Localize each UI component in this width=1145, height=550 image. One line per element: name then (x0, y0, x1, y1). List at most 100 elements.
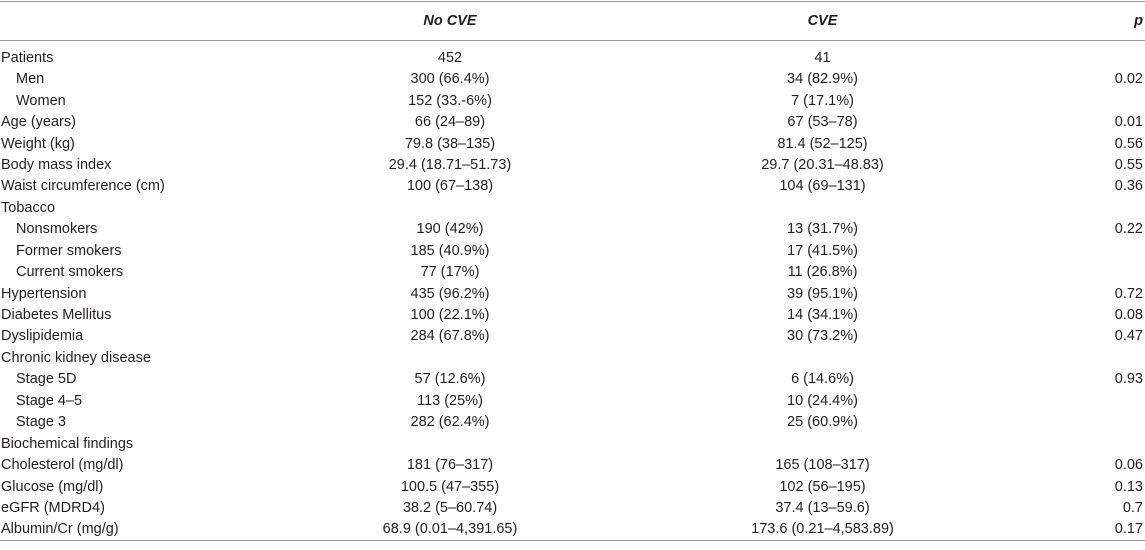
header-cell: No CVE (300, 1, 600, 41)
table-cell (600, 347, 1045, 368)
table-cell: 152 (33.-6%) (408, 92, 492, 109)
table-row: Albumin/Cr (mg/g) 68.9 (0.01–4,391.65) 173… (0, 518, 1145, 541)
table-cell: Stage 3 (16, 414, 66, 431)
table-cell: 100 (22.1%) (410, 307, 490, 324)
table-cell: 17 (41.5%) (787, 242, 858, 259)
table-cell (300, 347, 600, 368)
sub-row: Former smokers 185 (40.9%) 17 (41.5%) (0, 240, 1145, 261)
table-cell (300, 433, 600, 454)
table-row: Biochemical findings (0, 433, 1145, 454)
table-cell: 282 (62.4%) (410, 414, 490, 431)
table-cell (1045, 390, 1145, 411)
table-cell: 57 (12.6%) (414, 371, 486, 388)
table-cell: Body mass index (1, 156, 112, 173)
table-cell (1045, 90, 1145, 111)
table-cell: 0.93 (1114, 371, 1143, 388)
table-row: Dyslipidemia 284 (67.8%) 30 (73.2%) 0.47 (0, 326, 1145, 347)
table-cell (1045, 41, 1145, 69)
table-cell: 14 (34.1%) (787, 307, 858, 324)
table-cell: 0.55 (1114, 156, 1143, 173)
table-cell: Dyslipidemia (1, 328, 84, 345)
table-row: Waist circumference (cm) 100 (67–138) 104 … (0, 176, 1145, 197)
table-cell: Biochemical findings (1, 435, 134, 452)
table-cell: 68.9 (0.01–4,391.65) (300, 518, 600, 541)
table-cell: 29.7 (20.31–48.83) (761, 156, 884, 173)
table-cell: Men (16, 71, 45, 88)
table-row: eGFR (MDRD4) 38.2 (5–60.74) 37.4 (13–59.6)… (0, 497, 1145, 518)
table-cell: Hypertension (1, 285, 87, 302)
table-cell: Stage 5D (16, 371, 77, 388)
table-cell: Current smokers (16, 264, 124, 281)
table-cell: 41 (814, 49, 831, 66)
table-cell: 0.01 (1114, 114, 1143, 131)
table-cell: 29.4 (18.71–51.73) (388, 156, 512, 173)
table-cell (1045, 261, 1145, 282)
table-cell: 6 (14.6%) (791, 371, 854, 388)
table-cell: 104 (69–131) (779, 178, 866, 195)
table-body: Patients 452 41 Men 300 (66.4%) 34 (82.9%) 0.0… (0, 41, 1145, 541)
header-cell: CVE (600, 1, 1045, 41)
table-cell: Patients (1, 49, 54, 66)
header-cell: p (1045, 1, 1145, 41)
table-cell: 0.7 (1122, 499, 1143, 516)
header-cell (0, 1, 300, 41)
table-cell (1045, 412, 1145, 433)
table-cell: 102 (56–195) (779, 478, 866, 495)
table-cell: 165 (108–317) (775, 457, 870, 474)
table-cell: eGFR (MDRD4) (1, 499, 105, 516)
table-row: Diabetes Mellitus 100 (22.1%) 14 (34.1%) 0.… (0, 304, 1145, 325)
table-cell (1045, 347, 1145, 368)
table-cell: 173.6 (0.21–4,583.89) (600, 518, 1045, 541)
table-row: Age (years) 66 (24–89) 67 (53–78) 0.01 (0, 111, 1145, 132)
table-cell: 0.13 (1114, 478, 1143, 495)
table-cell: 0.08 (1114, 307, 1143, 324)
table-cell: Former smokers (16, 242, 122, 259)
table-cell: 185 (40.9%) (410, 242, 490, 259)
table-cell: 113 (25%) (417, 392, 483, 409)
table-row: Patients 452 41 (0, 41, 1145, 69)
table-cell: Nonsmokers (16, 221, 98, 238)
sub-row: Men 300 (66.4%) 34 (82.9%) 0.02 (0, 69, 1145, 90)
table-row: Glucose (mg/dl) 100.5 (47–355) 102 (56–195… (0, 476, 1145, 497)
table-cell: 0.22 (1114, 221, 1143, 238)
table-row: Hypertension 435 (96.2%) 39 (95.1%) 0.72 (0, 283, 1145, 304)
table-row: Body mass index 29.4 (18.71–51.73) 29.7 (2… (0, 154, 1145, 175)
table-cell (600, 197, 1045, 218)
table-cell (600, 433, 1045, 454)
table-cell: 100 (67–138) (406, 178, 494, 195)
table-cell: 30 (73.2%) (787, 328, 858, 345)
table-cell: 67 (53–78) (787, 114, 858, 131)
table-cell: 11 (26.8%) (787, 264, 858, 281)
table-cell: 7 (17.1%) (791, 92, 854, 109)
table-cell: Waist circumference (cm) (1, 178, 165, 195)
sub-row: Women 152 (33.-6%) 7 (17.1%) (0, 90, 1145, 111)
table-cell: Albumin/Cr (mg/g) (0, 518, 300, 541)
table-row: Weight (kg) 79.8 (38–135) 81.4 (52–125) 0.5… (0, 133, 1145, 154)
sub-row: Stage 3 282 (62.4%) 25 (60.9%) (0, 412, 1145, 433)
table-cell: Chronic kidney disease (1, 349, 151, 366)
sub-row: Current smokers 77 (17%) 11 (26.8%) (0, 261, 1145, 282)
table-cell: Stage 4–5 (16, 392, 83, 409)
table-cell: 0.17 (1045, 518, 1145, 541)
header-row: No CVE CVE p (0, 1, 1145, 41)
table-cell: Weight (kg) (1, 135, 75, 152)
table-cell: 39 (95.1%) (787, 285, 858, 302)
table-cell: 0.56 (1114, 135, 1143, 152)
table-cell: 0.47 (1114, 328, 1143, 345)
table-cell: 38.2 (5–60.74) (402, 499, 498, 516)
table-cell: 25 (60.9%) (787, 414, 858, 431)
table-cell: 10 (24.4%) (787, 392, 858, 409)
table-cell: Tobacco (1, 199, 56, 216)
table-header: No CVE CVE p (0, 1, 1145, 41)
table-cell: 66 (24–89) (414, 114, 486, 131)
table-cell: Diabetes Mellitus (1, 307, 112, 324)
table-cell: 300 (66.4%) (410, 71, 490, 88)
table-cell: 0.06 (1114, 457, 1143, 474)
table-row: Tobacco (0, 197, 1145, 218)
sub-row: Stage 5D 57 (12.6%) 6 (14.6%) 0.93 (0, 369, 1145, 390)
table-cell: 435 (96.2%) (410, 285, 490, 302)
table-cell: 37.4 (13–59.6) (775, 499, 870, 516)
table-cell: Women (16, 92, 66, 109)
